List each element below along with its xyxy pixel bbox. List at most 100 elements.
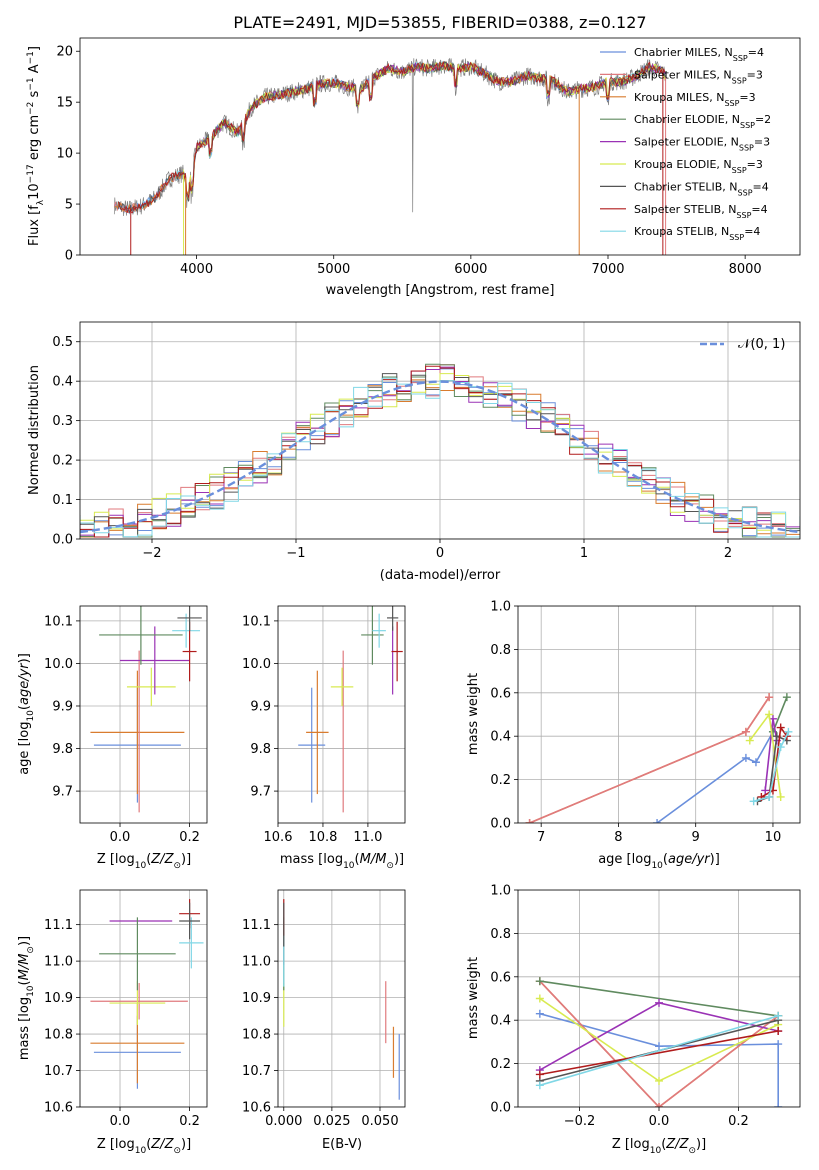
- y-tick-label: 10.6: [44, 1101, 73, 1116]
- mass-weight-marker: [765, 792, 774, 801]
- x-tick-label: 0: [436, 546, 444, 561]
- label-part: ⊙: [173, 861, 181, 871]
- y-tick-label: 0.0: [52, 533, 73, 548]
- spectrum-model-line: [118, 61, 666, 214]
- y-tick-label: 0.4: [490, 730, 511, 745]
- y-tick-label: 0.5: [52, 335, 73, 350]
- x-axis-label: wavelength [Angstrom, rest frame]: [326, 283, 555, 298]
- y-axis-label: mass weight: [466, 673, 481, 755]
- x-tick-label: 0.2: [179, 830, 200, 845]
- y-tick-label: 10.0: [44, 657, 73, 672]
- x-tick-label: 5000: [317, 262, 350, 277]
- y-tick-label: 9.8: [250, 742, 271, 757]
- mass-weight-marker: [765, 710, 774, 719]
- mass-weight-marker: [535, 977, 544, 986]
- legend-name: Salpeter MILES, N: [634, 68, 732, 81]
- legend-sub: SSP: [732, 166, 747, 175]
- label-part: (: [663, 852, 668, 867]
- mass-vs-Z-axes: 0.0 0.210.610.710.810.911.011.1Z [log10(Z…: [17, 889, 208, 1156]
- label-part: 10: [135, 1146, 147, 1156]
- legend-name: Kroupa STELIB, N: [634, 225, 729, 238]
- x-axis-label: age [log10(age/yr)]: [598, 852, 720, 871]
- age-vs-Z-axes: 0.0 0.29.79.89.910.010.1Z [log10(Z/Z⊙)]ag…: [17, 605, 208, 871]
- mass-weight-marker: [653, 819, 662, 823]
- legend-sub: SSP: [739, 143, 754, 152]
- y-axis-label: mass [log10(M/M⊙)]: [17, 936, 36, 1060]
- label-part: −1: [26, 51, 36, 64]
- label-part: )]: [710, 852, 720, 867]
- label-part: Z [log: [97, 1137, 135, 1152]
- mass-weight-line: [529, 696, 770, 823]
- mass-weight-line: [761, 725, 788, 798]
- mass-weight-marker: [749, 797, 758, 806]
- legend-sub: SSP: [732, 76, 747, 85]
- label-part: −2: [26, 102, 36, 115]
- x-axis-label: Z [log10(Z/Z⊙)]: [97, 1137, 191, 1156]
- residual-histogram: [80, 377, 800, 538]
- label-part: mass [log: [17, 997, 32, 1060]
- label-part: M/M: [17, 954, 32, 981]
- y-tick-label: 9.9: [52, 699, 73, 714]
- label-part: M/M: [360, 852, 387, 867]
- axes-frame: [79, 889, 208, 1108]
- x-tick-label: 0.0: [110, 830, 131, 845]
- legend-sub: SSP: [738, 188, 753, 197]
- y-tick-label: 10.1: [44, 614, 73, 629]
- label-part: mass [log: [280, 852, 343, 867]
- label-part: (: [17, 980, 32, 985]
- legend-entry: Salpeter STELIB, NSSP=4: [634, 203, 768, 220]
- mass-weight-marker: [776, 723, 785, 732]
- legend-name: Chabrier MILES, N: [634, 46, 733, 59]
- mass-weight-marker: [751, 758, 760, 767]
- mass-vs-ebv-axes: 0.000 0.025 0.050 10.6 10.7 10.8 10.9 11.0 11.1 E…: [242, 889, 406, 1152]
- spectrum-data-line: [113, 57, 666, 217]
- label-part: (: [355, 852, 360, 867]
- label-part: 10: [27, 183, 42, 200]
- legend-tail: =2: [755, 113, 771, 126]
- mass-weight-marker: [741, 727, 750, 736]
- label-part: ⊙: [688, 1146, 696, 1156]
- mass-weight-marker: [784, 727, 793, 736]
- y-axis-label: Flux [fλ10−17 erg cm−2 s−1 A−1]: [26, 46, 46, 246]
- spectrum-axes: 4000 5000 6000 7000 8000 0 5 10 15 20 wavelength […: [26, 37, 801, 298]
- axes-frame: [277, 605, 406, 824]
- y-tick-label: 11.1: [44, 918, 73, 933]
- mass-weight-line: [529, 696, 770, 823]
- spectrum-plot-area: [113, 57, 667, 255]
- y-tick-label: 9.7: [250, 785, 271, 800]
- x-axis-label: Z [log10(Z/Z⊙)]: [97, 852, 191, 871]
- mass-weight-marker: [745, 736, 754, 745]
- spectrum-model-line: [118, 60, 666, 214]
- y-tick-label: 11.0: [242, 955, 271, 970]
- y-tick-label: 0.2: [52, 454, 73, 469]
- y-tick-label: 1.0: [490, 600, 511, 615]
- mass-weight-marker: [776, 743, 785, 752]
- legend-entry: Chabrier STELIB, NSSP=4: [634, 180, 769, 197]
- label-part: )]: [181, 1137, 191, 1152]
- label-part: 10: [343, 861, 355, 871]
- legend-tail: =4: [744, 225, 760, 238]
- label-part: age/yr: [668, 852, 711, 867]
- age-vs-mass-plot-area: [278, 606, 405, 823]
- y-tick-label: 10.6: [242, 1101, 271, 1116]
- legend-tail: =3: [747, 158, 763, 171]
- mass-weight-marker: [774, 1027, 783, 1036]
- y-tick-label: 11.1: [242, 918, 271, 933]
- legend-entry: Salpeter MILES, NSSP=3: [634, 68, 763, 85]
- y-tick-label: 0.6: [490, 686, 511, 701]
- residuals-axes: −2 −1 0 1 2 0.0 0.1 0.2 0.3 0.4 0.5 (data-model)/er…: [27, 321, 801, 583]
- y-tick-label: 10.8: [242, 1028, 271, 1043]
- legend-sub: SSP: [736, 210, 751, 219]
- x-tick-label: 9: [692, 830, 700, 845]
- y-tick-label: 9.7: [52, 785, 73, 800]
- age-vs-mass-axes: 10.6 10.8 11.0 9.7 9.8 9.9 10.0 10.1 mass [log10…: [242, 605, 406, 871]
- y-axis-label: Normed distribution: [27, 365, 42, 495]
- y-tick-label: 0.8: [490, 643, 511, 658]
- legend-name: Kroupa ELODIE, N: [634, 158, 732, 171]
- mass-weight-line: [539, 980, 779, 1107]
- legend-name: Kroupa MILES, N: [634, 91, 724, 104]
- x-tick-label: 0.0: [110, 1114, 131, 1129]
- x-tick-label: 0.025: [313, 1114, 350, 1129]
